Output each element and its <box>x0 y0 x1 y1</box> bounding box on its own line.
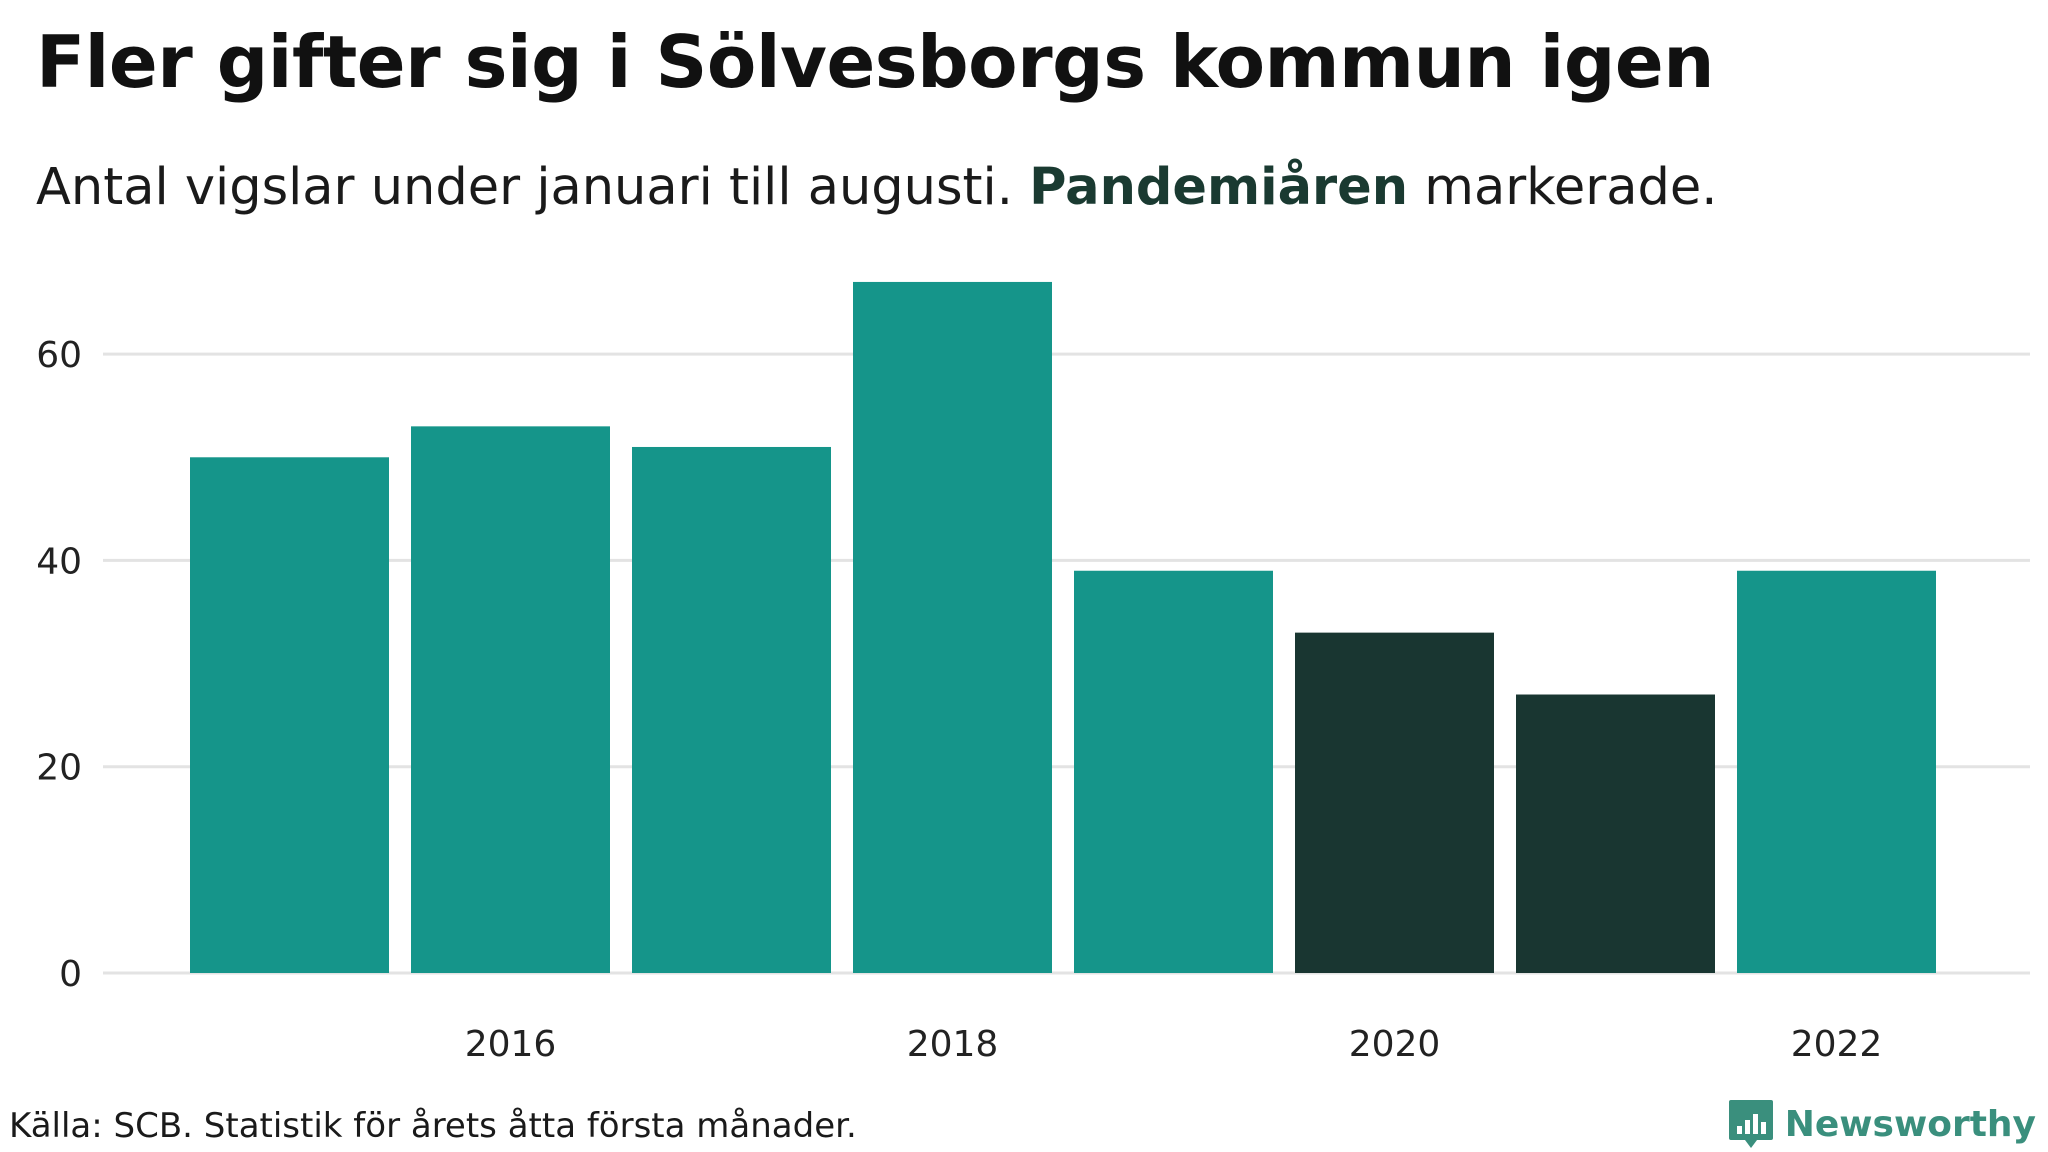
x-axis: 2016 2018 2020 2022 <box>465 1024 1883 1065</box>
chart-title: Fler gifter sig i Sölvesborgs kommun ige… <box>36 20 1714 104</box>
y-tick-label: 60 <box>36 335 82 376</box>
bar-2019 <box>1074 570 1273 973</box>
bar-2022 <box>1737 570 1936 973</box>
newsworthy-icon <box>1728 1100 1773 1148</box>
x-tick-label: 2016 <box>465 1024 557 1065</box>
bar-2016 <box>411 426 610 973</box>
bar-2018 <box>853 281 1052 973</box>
x-tick-label: 2022 <box>1791 1024 1883 1065</box>
y-tick-label: 40 <box>36 541 82 582</box>
source-note: Källa: SCB. Statistik för årets åtta för… <box>9 1106 857 1146</box>
x-tick-label: 2020 <box>1349 1024 1441 1065</box>
bar-2020 <box>1295 632 1494 973</box>
y-tick-label: 20 <box>36 748 82 789</box>
subtitle-text-end: markerade. <box>1424 158 1718 217</box>
bar-layer <box>190 281 1936 973</box>
subtitle-text: Antal vigslar under januari till augusti… <box>36 158 1013 217</box>
y-axis: 0 20 40 60 <box>36 335 82 995</box>
bar-2021 <box>1516 694 1715 973</box>
brand-logo: Newsworthy <box>1727 1098 2036 1150</box>
subtitle-highlight: Pandemiåren <box>1029 158 1409 217</box>
y-tick-label: 0 <box>59 954 82 995</box>
bar-2017 <box>632 446 831 973</box>
brand-name: Newsworthy <box>1784 1103 2036 1145</box>
bar-2015 <box>190 457 389 973</box>
chart-subtitle: Antal vigslar under januari till augusti… <box>36 158 1717 217</box>
x-tick-label: 2018 <box>907 1024 999 1065</box>
